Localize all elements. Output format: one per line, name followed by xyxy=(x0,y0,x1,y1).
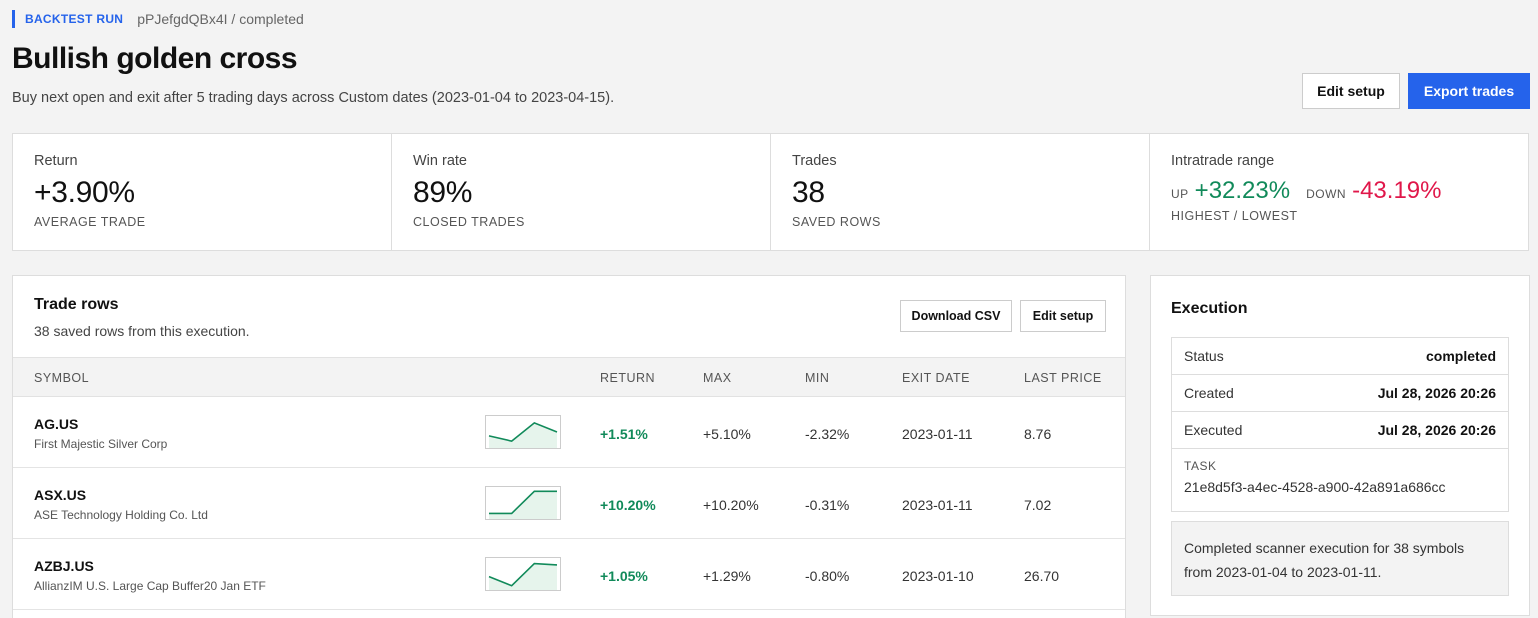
table-row[interactable]: ASX.US ASE Technology Holding Co. Ltd +1… xyxy=(13,468,1125,539)
task-id: 21e8d5f3-a4ec-4528-a900-42a891a686cc xyxy=(1184,479,1446,495)
status-row: Status completed xyxy=(1172,338,1508,375)
page-title: Bullish golden cross xyxy=(12,42,298,75)
execution-details: Status completed Created Jul 28, 2026 20… xyxy=(1171,337,1509,512)
column-header-return[interactable]: RETURN xyxy=(600,371,656,385)
sparkline xyxy=(485,557,561,591)
row-max: +1.29% xyxy=(703,568,751,584)
row-symbol: ASX.US xyxy=(34,487,87,503)
trade-rows-panel: Trade rows 38 saved rows from this execu… xyxy=(12,275,1126,618)
up-tag: UP xyxy=(1171,187,1189,201)
stat-label: Intratrade range xyxy=(1171,153,1275,169)
column-header-exit-date[interactable]: EXIT DATE xyxy=(902,371,970,385)
created-value: Jul 28, 2026 20:26 xyxy=(1377,385,1496,401)
row-return: +10.20% xyxy=(600,497,656,513)
stat-caption: AVERAGE TRADE xyxy=(34,215,146,229)
table-row[interactable]: AG.US First Majestic Silver Corp +1.51% … xyxy=(13,397,1125,468)
edit-setup-button[interactable]: Edit setup xyxy=(1302,73,1400,109)
column-header-symbol[interactable]: SYMBOL xyxy=(34,371,90,385)
row-exit-date: 2023-01-11 xyxy=(902,497,973,513)
stat-value: 89% xyxy=(413,176,473,209)
download-csv-button[interactable]: Download CSV xyxy=(900,300,1012,332)
range-down-value: -43.19% xyxy=(1352,177,1442,204)
sparkline-area xyxy=(489,491,557,519)
executed-value: Jul 28, 2026 20:26 xyxy=(1377,422,1496,438)
stat-caption: SAVED ROWS xyxy=(792,215,881,229)
column-header-last-price[interactable]: LAST PRICE xyxy=(1024,371,1102,385)
sparkline xyxy=(485,415,561,449)
row-company: ASE Technology Holding Co. Ltd xyxy=(34,508,208,522)
accent-bar xyxy=(12,10,15,28)
sparkline xyxy=(485,486,561,520)
panel-title: Trade rows xyxy=(34,296,119,313)
panel-title: Execution xyxy=(1171,300,1248,317)
column-header-max[interactable]: MAX xyxy=(703,371,732,385)
row-min: -2.32% xyxy=(805,426,850,442)
run-id-status: pPJefgdQBx4I / completed xyxy=(137,11,304,27)
panel-subtitle: 38 saved rows from this execution. xyxy=(34,323,250,339)
row-company: First Majestic Silver Corp xyxy=(34,437,168,451)
row-exit-date: 2023-01-11 xyxy=(902,426,973,442)
stat-trades: Trades 38 SAVED ROWS xyxy=(771,134,1150,250)
sparkline-area xyxy=(489,422,557,448)
export-trades-button[interactable]: Export trades xyxy=(1408,73,1530,109)
edit-setup-button-secondary[interactable]: Edit setup xyxy=(1020,300,1106,332)
execution-panel: Execution Status completed Created Jul 2… xyxy=(1150,275,1530,616)
task-label: TASK xyxy=(1184,459,1217,473)
execution-note: Completed scanner execution for 38 symbo… xyxy=(1171,521,1509,596)
stat-label: Trades xyxy=(792,153,837,169)
created-row: Created Jul 28, 2026 20:26 xyxy=(1172,375,1508,412)
column-header-min[interactable]: MIN xyxy=(805,371,830,385)
row-last-price: 7.02 xyxy=(1024,497,1052,513)
row-max: +10.20% xyxy=(703,497,759,513)
row-min: -0.80% xyxy=(805,568,850,584)
sparkline-line xyxy=(489,490,557,515)
created-label: Created xyxy=(1184,385,1234,401)
row-symbol: AZBJ.US xyxy=(34,558,94,574)
row-max: +5.10% xyxy=(703,426,751,442)
stat-label: Return xyxy=(34,153,78,169)
sparkline-line xyxy=(488,562,558,587)
stat-intratrade-range: Intratrade range UP +32.23% DOWN -43.19%… xyxy=(1150,134,1528,250)
stat-return: Return +3.90% AVERAGE TRADE xyxy=(13,134,392,250)
row-return: +1.05% xyxy=(600,568,648,584)
range-values: UP +32.23% DOWN -43.19% xyxy=(1171,177,1528,205)
sparkline-area xyxy=(489,563,557,590)
page-subtitle: Buy next open and exit after 5 trading d… xyxy=(12,90,615,106)
row-company: AllianzIM U.S. Large Cap Buffer20 Jan ET… xyxy=(34,579,266,593)
stat-label: Win rate xyxy=(413,153,467,169)
range-up-value: +32.23% xyxy=(1194,177,1291,204)
stat-caption: CLOSED TRADES xyxy=(413,215,525,229)
stat-value: +3.90% xyxy=(34,176,135,209)
stat-win-rate: Win rate 89% CLOSED TRADES xyxy=(392,134,771,250)
stat-caption: HIGHEST / LOWEST xyxy=(1171,209,1298,223)
down-tag: DOWN xyxy=(1306,187,1347,201)
row-last-price: 26.70 xyxy=(1024,568,1060,584)
run-breadcrumb: BACKTEST RUN pPJefgdQBx4I / completed xyxy=(12,9,304,29)
status-label: Status xyxy=(1184,348,1224,364)
task-row: TASK 21e8d5f3-a4ec-4528-a900-42a891a686c… xyxy=(1172,449,1508,511)
row-return: +1.51% xyxy=(600,426,648,442)
stats-summary: Return +3.90% AVERAGE TRADE Win rate 89%… xyxy=(12,133,1529,251)
run-kicker: BACKTEST RUN xyxy=(25,12,124,26)
row-last-price: 8.76 xyxy=(1024,426,1052,442)
sparkline-line xyxy=(488,421,558,442)
row-exit-date: 2023-01-10 xyxy=(902,568,974,584)
executed-label: Executed xyxy=(1184,422,1243,438)
table-header: SYMBOL RETURN MAX MIN EXIT DATE LAST PRI… xyxy=(13,357,1125,397)
executed-row: Executed Jul 28, 2026 20:26 xyxy=(1172,412,1508,449)
status-value: completed xyxy=(1425,348,1496,364)
table-row[interactable]: AZBJ.US AllianzIM U.S. Large Cap Buffer2… xyxy=(13,539,1125,610)
stat-value: 38 xyxy=(792,176,825,209)
row-symbol: AG.US xyxy=(34,416,79,432)
row-min: -0.31% xyxy=(805,497,850,513)
